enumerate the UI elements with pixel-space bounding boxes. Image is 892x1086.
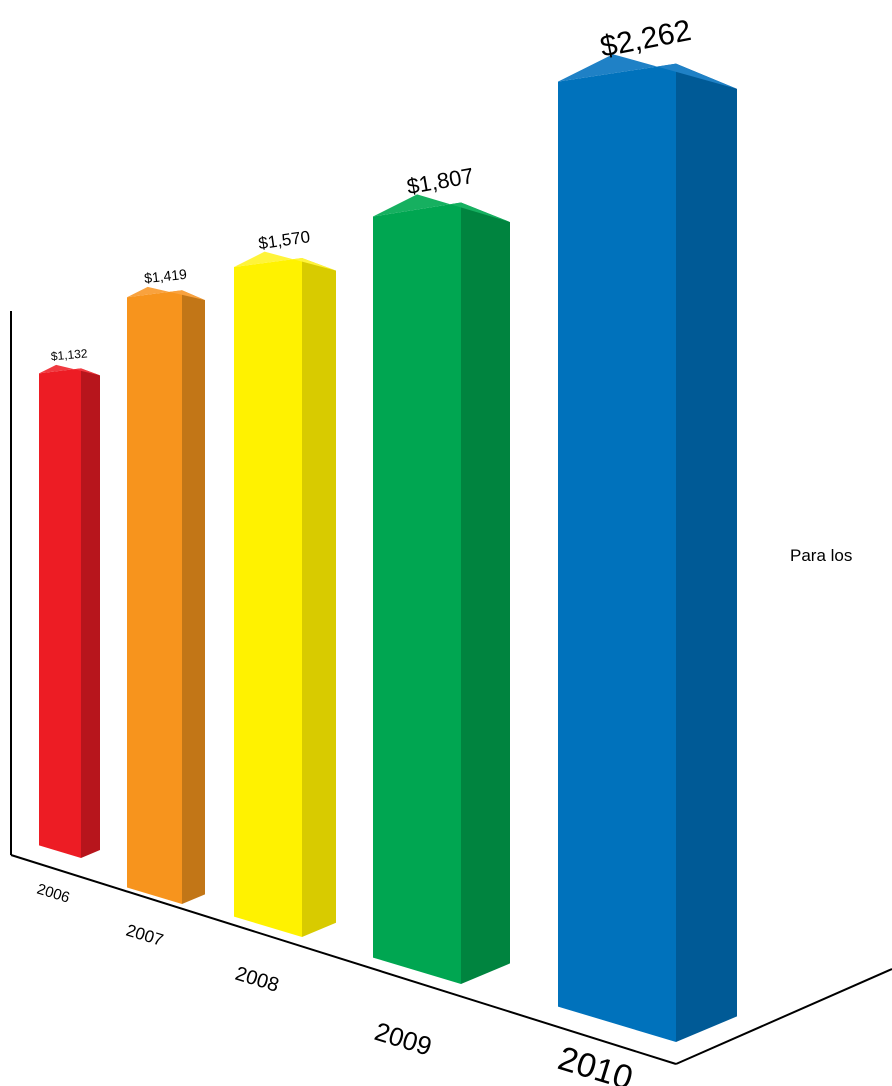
- bar-top-2010: [558, 54, 737, 89]
- value-label-2006: $1,132: [50, 346, 88, 363]
- value-label-2007: $1,419: [143, 266, 187, 286]
- bar-top-2009: [373, 194, 510, 223]
- bar-top-2006: [39, 364, 100, 376]
- value-label-2009: $1,807: [405, 163, 476, 199]
- bar-front-2006: [39, 368, 81, 858]
- bar-front-2010: [558, 63, 676, 1043]
- bars-group: [39, 54, 737, 1043]
- value-label-2010: $2,262: [597, 14, 693, 64]
- bar-side-2006: [81, 368, 100, 858]
- x-axis-line: [10, 854, 677, 1065]
- bar-side-2009: [461, 202, 510, 984]
- bar-top-2008: [234, 251, 336, 271]
- depth-axis-line: [675, 968, 892, 1065]
- category-label-2008: 2008: [233, 963, 282, 997]
- value-label-2008: $1,570: [257, 227, 311, 253]
- bar-top-2007: [127, 286, 205, 301]
- category-label-2007: 2007: [124, 921, 166, 950]
- bar-side-2010: [676, 63, 737, 1043]
- bar-front-2008: [234, 257, 302, 938]
- bar-front-2009: [373, 202, 461, 984]
- bar-side-2007: [182, 290, 205, 905]
- bar-side-2008: [302, 257, 336, 938]
- category-label-2010: 2010: [554, 1039, 637, 1086]
- category-label-2009: 2009: [371, 1016, 435, 1062]
- bar-front-2007: [127, 290, 182, 905]
- category-label-2006: 2006: [35, 881, 72, 907]
- side-note: Para los: [790, 546, 853, 565]
